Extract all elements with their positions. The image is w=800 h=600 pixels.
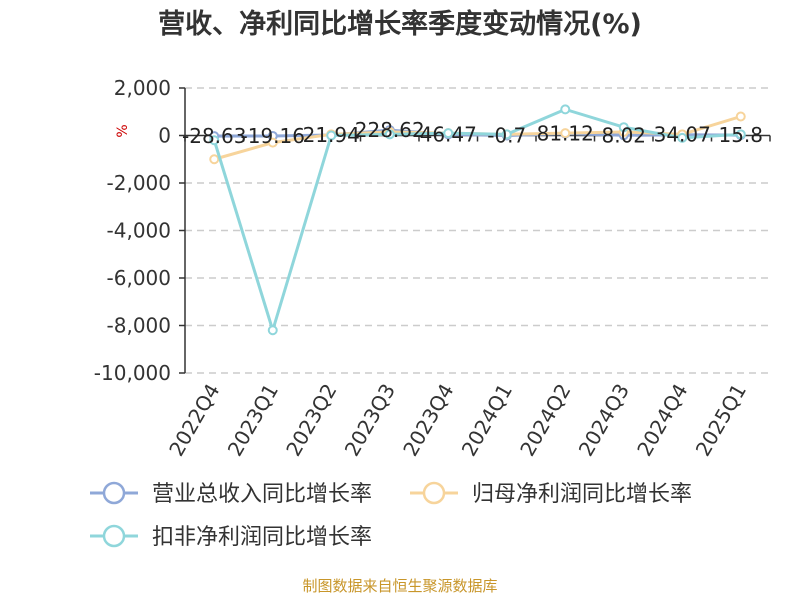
- x-tick-label: 2024Q2: [515, 380, 575, 461]
- legend-item-1[interactable]: 营业总收入同比增长率: [90, 481, 372, 507]
- data-label: 34.07: [654, 123, 711, 147]
- data-label: 81.12: [537, 122, 594, 146]
- x-tick-label: 2023Q2: [281, 380, 341, 461]
- data-point-3: [677, 132, 688, 143]
- data-point-2: [735, 111, 746, 122]
- data-label: 8.02: [601, 123, 646, 147]
- x-tick-label: 2022Q4: [164, 380, 224, 461]
- chart-title: 营收、净利同比增长率季度变动情况(%): [158, 8, 642, 40]
- legend-label: 归母净利润同比增长率: [472, 482, 692, 507]
- y-tick-label: -4,000: [107, 219, 171, 243]
- legend-label: 营业总收入同比增长率: [152, 482, 372, 507]
- data-point-3: [735, 129, 746, 140]
- y-tick-label: -8,000: [107, 314, 171, 338]
- x-tick-label: 2023Q1: [223, 380, 283, 461]
- data-point-3: [209, 135, 220, 146]
- y-tick-label: -6,000: [107, 266, 171, 290]
- data-point-3: [443, 128, 454, 139]
- legend-item-2[interactable]: 归母净利润同比增长率: [410, 481, 692, 507]
- data-point-3: [560, 104, 571, 115]
- data-point-2: [560, 128, 571, 139]
- data-point-3: [326, 130, 337, 141]
- data-point-3: [384, 129, 395, 140]
- y-tick-label: -10,000: [94, 361, 171, 385]
- data-label: 15.8: [718, 123, 763, 147]
- series-lines: [209, 104, 746, 336]
- legend-item-3[interactable]: 扣非净利润同比增长率: [90, 524, 372, 550]
- y-tick-label: -2,000: [107, 171, 171, 195]
- data-point-2: [267, 137, 278, 148]
- y-tick-label: 0: [158, 124, 171, 148]
- y-tick-label: 2,000: [114, 76, 171, 100]
- x-tick-label: 2025Q1: [691, 380, 751, 461]
- data-point-3: [501, 129, 512, 140]
- y-axis-unit: %: [115, 124, 131, 137]
- series-line-3: [212, 107, 741, 332]
- data-label: 21.94: [303, 123, 360, 147]
- data-point-3: [267, 325, 278, 336]
- data-point-3: [618, 122, 629, 133]
- x-tick-label: 2024Q3: [574, 380, 634, 461]
- data-label: 46.47: [420, 122, 477, 146]
- legend-marker: [422, 481, 446, 505]
- data-label: -28.63: [182, 124, 246, 148]
- x-tick-label: 2024Q1: [457, 380, 517, 461]
- legend-label: 扣非净利润同比增长率: [152, 525, 372, 550]
- data-label: -0.7: [487, 124, 526, 148]
- legend-marker: [102, 481, 126, 505]
- legend-marker: [102, 524, 126, 548]
- x-tick-label: 2024Q4: [632, 380, 692, 461]
- source-note: 制图数据来自恒生聚源数据库: [302, 577, 497, 595]
- x-tick-label: 2023Q3: [340, 380, 400, 461]
- data-point-2: [209, 154, 220, 165]
- grid-lines: [185, 87, 770, 374]
- x-tick-label: 2023Q4: [398, 380, 458, 461]
- data-label: 228.62: [355, 118, 425, 142]
- data-label: -19.16: [241, 124, 305, 148]
